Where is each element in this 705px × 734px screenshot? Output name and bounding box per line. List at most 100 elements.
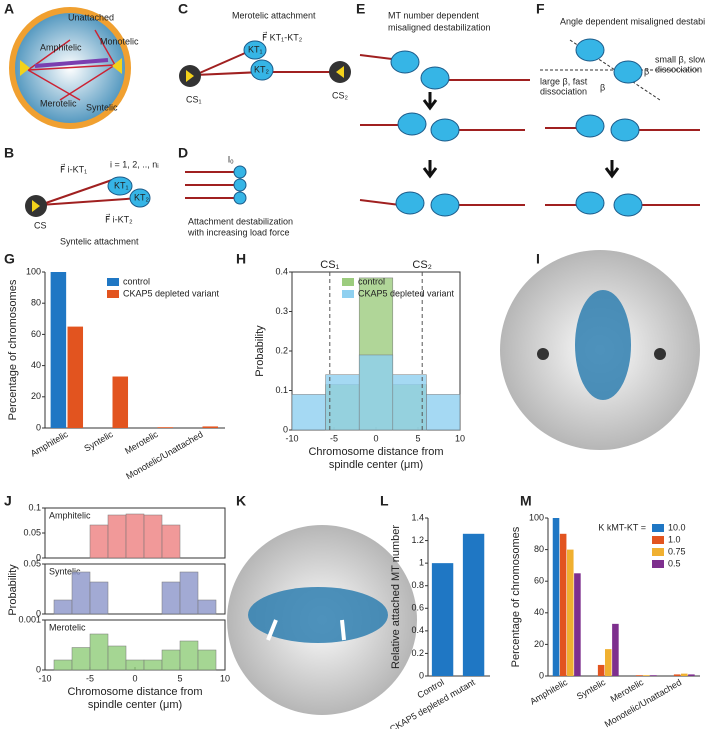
label: β bbox=[600, 82, 605, 92]
microtubules bbox=[27, 29, 116, 101]
bar bbox=[157, 427, 174, 428]
histogram-bar bbox=[197, 599, 217, 615]
bar bbox=[643, 675, 650, 676]
x-tick-label: 5 bbox=[415, 433, 420, 443]
y-tick-label: 1.4 bbox=[411, 512, 424, 522]
label: KT₁ bbox=[248, 44, 263, 54]
label: Unattached bbox=[68, 12, 114, 22]
histogram-bar bbox=[179, 571, 199, 615]
bar bbox=[559, 533, 567, 676]
label: Angle dependent misaligned destabilizati… bbox=[560, 16, 705, 26]
label: dissociation bbox=[540, 86, 587, 96]
legend-swatch bbox=[652, 536, 664, 544]
legend-swatch bbox=[652, 548, 664, 556]
label: Monotelic bbox=[100, 36, 139, 46]
legend-label: 0.5 bbox=[668, 558, 681, 568]
x-tick-label: Amphitelic bbox=[528, 677, 569, 707]
legend-label: CKAP5 depleted variant bbox=[358, 288, 455, 298]
legend-swatch bbox=[652, 560, 664, 568]
x-tick-label: Syntelic bbox=[82, 429, 115, 454]
label: i = 1, 2, .., nᵢ bbox=[110, 159, 159, 169]
plot-frame bbox=[44, 563, 226, 615]
y-tick-label: 40 bbox=[31, 360, 41, 370]
y-tick-label: 0.2 bbox=[411, 648, 424, 658]
y-tick-label: 0 bbox=[36, 664, 41, 674]
y-tick-label: 60 bbox=[31, 329, 41, 339]
y-axis-label: Probability bbox=[254, 325, 266, 377]
y-tick-label: 1 bbox=[419, 558, 424, 568]
chromosome bbox=[34, 58, 109, 68]
y-tick-label: 0 bbox=[36, 608, 41, 618]
histogram-bar bbox=[143, 514, 163, 559]
subplot-title: Merotelic bbox=[49, 622, 86, 632]
y-tick-label: 20 bbox=[534, 639, 544, 649]
bar bbox=[67, 326, 84, 428]
label: MT number dependent bbox=[388, 10, 479, 20]
legend-label: 10.0 bbox=[668, 522, 686, 532]
bar bbox=[635, 675, 643, 676]
y-tick-label: 0.001 bbox=[18, 614, 41, 624]
y-tick-label: 80 bbox=[534, 544, 544, 554]
legend-swatch bbox=[107, 290, 119, 298]
x-tick-label: -10 bbox=[285, 433, 298, 443]
x-axis-label: Chromosome distance from bbox=[308, 446, 443, 458]
y-axis-label: Percentage of chromosomes bbox=[510, 526, 522, 667]
x-tick-label: 5 bbox=[177, 673, 182, 683]
bar bbox=[605, 649, 612, 676]
histogram-bar bbox=[89, 524, 109, 559]
y-tick-label: 0.05 bbox=[23, 558, 41, 568]
y-tick-label: 0.3 bbox=[275, 306, 288, 316]
y-tick-label: 80 bbox=[31, 298, 41, 308]
panel-letter: M bbox=[520, 493, 532, 509]
bar bbox=[597, 664, 605, 676]
y-tick-label: 0.1 bbox=[28, 502, 41, 512]
histogram-bar bbox=[143, 659, 163, 671]
bar bbox=[688, 674, 695, 676]
panel-b: F⃗ i-KT₁ i = 1, 2, .., nᵢ KT₁ KT₂ CS F⃗ … bbox=[25, 159, 159, 246]
histogram-bar bbox=[392, 374, 427, 431]
panel-d: l₀ Attachment destabilization with incre… bbox=[185, 154, 293, 237]
y-tick-label: 0.1 bbox=[275, 385, 288, 395]
y-tick-label: 0.6 bbox=[411, 603, 424, 613]
label: Merotelic bbox=[40, 98, 77, 108]
x-tick-label: Merotelic bbox=[123, 429, 160, 456]
label: misaligned destabilization bbox=[388, 22, 491, 32]
y-axis-label: Relative attached MT number bbox=[390, 525, 402, 669]
panel-letter: I bbox=[536, 251, 540, 267]
x-axis-label: spindle center (μm) bbox=[329, 459, 423, 471]
histogram-bar bbox=[107, 645, 127, 671]
label: with increasing load force bbox=[187, 227, 290, 237]
y-tick-label: 0.4 bbox=[275, 266, 288, 276]
histogram-bar bbox=[107, 514, 127, 559]
label: large β, fast bbox=[540, 76, 588, 86]
legend-swatch bbox=[342, 290, 354, 298]
x-tick-label: 10 bbox=[220, 673, 230, 683]
x-axis-label: Chromosome distance from bbox=[67, 686, 202, 698]
x-tick-label: 0 bbox=[132, 673, 137, 683]
histogram-bar bbox=[89, 633, 109, 671]
histogram-bar bbox=[325, 374, 360, 431]
panel-letter: H bbox=[236, 251, 246, 267]
centrosome bbox=[112, 58, 122, 74]
histogram-bar bbox=[426, 394, 461, 431]
label: Merotelic attachment bbox=[232, 10, 316, 20]
bar bbox=[112, 376, 129, 428]
legend-label: 0.75 bbox=[668, 546, 686, 556]
y-tick-label: 0 bbox=[283, 424, 288, 434]
y-tick-label: 0.05 bbox=[23, 527, 41, 537]
panel-letter: B bbox=[4, 145, 14, 161]
legend-label: control bbox=[123, 276, 150, 286]
y-tick-label: 0 bbox=[419, 670, 424, 680]
x-tick-label: 10 bbox=[455, 433, 465, 443]
label: Syntelic bbox=[86, 102, 118, 112]
y-tick-label: 0 bbox=[539, 670, 544, 680]
label: β bbox=[644, 66, 649, 76]
histogram-bar bbox=[161, 649, 181, 671]
panel-c: Merotelic attachment F⃗ KT₁-KT₂ KT₁ KT₂ … bbox=[179, 10, 351, 104]
y-tick-label: 0.4 bbox=[411, 625, 424, 635]
panel-letter: G bbox=[4, 251, 15, 267]
panel-letter: J bbox=[4, 493, 12, 509]
x-tick-label: -5 bbox=[330, 433, 338, 443]
